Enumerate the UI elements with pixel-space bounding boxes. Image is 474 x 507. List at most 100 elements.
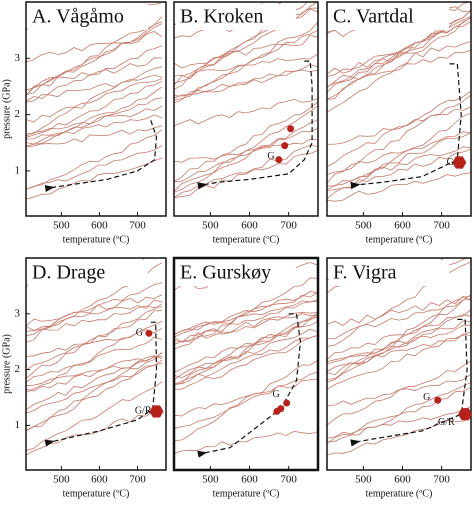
pt-path — [197, 313, 302, 458]
title-bg — [329, 260, 449, 286]
contour — [327, 331, 471, 390]
contour — [26, 31, 163, 63]
contour — [327, 172, 471, 202]
contour — [26, 114, 163, 141]
contour — [327, 16, 471, 89]
point — [283, 399, 291, 407]
contour — [26, 105, 163, 137]
title-bg — [28, 4, 148, 30]
point — [458, 408, 473, 421]
point — [452, 156, 467, 169]
contour — [26, 381, 163, 451]
contour — [327, 324, 471, 363]
point — [287, 125, 295, 133]
point — [145, 329, 153, 337]
contour — [26, 16, 163, 96]
contour — [26, 409, 163, 456]
x-tick-label: 600 — [241, 474, 258, 486]
x-axis-label: temperature (ºC) — [366, 234, 433, 245]
annotation: G/R — [438, 417, 455, 428]
contour — [174, 64, 318, 97]
contour — [26, 336, 163, 383]
contour — [174, 321, 318, 385]
contour — [327, 41, 471, 75]
x-tick-label: 700 — [129, 220, 146, 232]
contour — [174, 312, 318, 381]
contour — [327, 49, 471, 88]
panel-frame — [326, 1, 472, 217]
contour — [327, 17, 471, 113]
contour — [174, 291, 318, 338]
y-tick-label: 3 — [15, 52, 21, 64]
contour — [327, 295, 471, 381]
annotation: G — [447, 157, 454, 168]
title-bg — [176, 260, 296, 286]
x-tick-label: 500 — [53, 220, 70, 232]
contour — [327, 132, 471, 191]
x-tick-label: 700 — [129, 474, 146, 486]
contour — [174, 127, 318, 183]
point — [275, 156, 283, 164]
contour — [26, 356, 163, 387]
panel-title: F. Vigra — [333, 262, 397, 284]
x-tick-label: 700 — [433, 220, 450, 232]
x-tick-label: 600 — [394, 220, 411, 232]
contour — [327, 333, 471, 372]
contour — [26, 355, 163, 393]
contour — [327, 294, 471, 385]
contour — [26, 78, 163, 123]
contour — [174, 105, 318, 196]
pt-path — [44, 120, 158, 193]
contour — [26, 80, 163, 140]
panel-title: E. Gurskøy — [180, 262, 271, 284]
x-tick-label: 600 — [91, 220, 108, 232]
contour — [174, 138, 318, 163]
annotation: G/R — [135, 406, 152, 417]
x-tick-label: 600 — [394, 474, 411, 486]
contour — [174, 53, 318, 79]
contour — [174, 119, 318, 193]
contour — [327, 90, 471, 167]
x-tick-label: 700 — [280, 474, 297, 486]
contour — [174, 371, 318, 431]
contour — [26, 282, 163, 333]
panel-frame — [173, 1, 319, 217]
panel-title: C. Vartdal — [333, 6, 414, 28]
contour — [26, 97, 163, 145]
contour — [26, 86, 163, 149]
x-tick-label: 700 — [280, 220, 297, 232]
contour — [327, 94, 471, 184]
title-bg — [176, 4, 296, 30]
contour — [174, 335, 318, 393]
contour — [327, 381, 471, 445]
y-tick-label: 3 — [15, 307, 21, 319]
y-axis-label: pressure (GPa) — [1, 79, 12, 139]
contour — [327, 295, 471, 327]
contour — [26, 303, 163, 380]
y-tick-label: 1 — [15, 164, 21, 176]
pt-path — [197, 60, 313, 190]
contour — [26, 294, 163, 327]
contour — [174, 313, 318, 343]
panel: D. Drage 500 600 700 temperature (ºC) 1 2 3 pres… — [1, 257, 167, 499]
annotation: G — [136, 328, 143, 339]
x-tick-label: 600 — [241, 220, 258, 232]
panel-frame — [172, 256, 320, 472]
contour — [327, 309, 471, 361]
contour — [26, 129, 163, 192]
contour — [26, 45, 163, 103]
contour — [174, 359, 318, 442]
contour — [26, 74, 163, 103]
contour — [174, 101, 318, 183]
x-axis-label: temperature (ºC) — [213, 488, 280, 499]
annotation: G — [273, 389, 280, 400]
contours — [174, 262, 318, 455]
contour — [174, 334, 318, 385]
contour — [174, 300, 318, 335]
x-axis-label: temperature (ºC) — [213, 234, 280, 245]
contour — [327, 298, 471, 340]
